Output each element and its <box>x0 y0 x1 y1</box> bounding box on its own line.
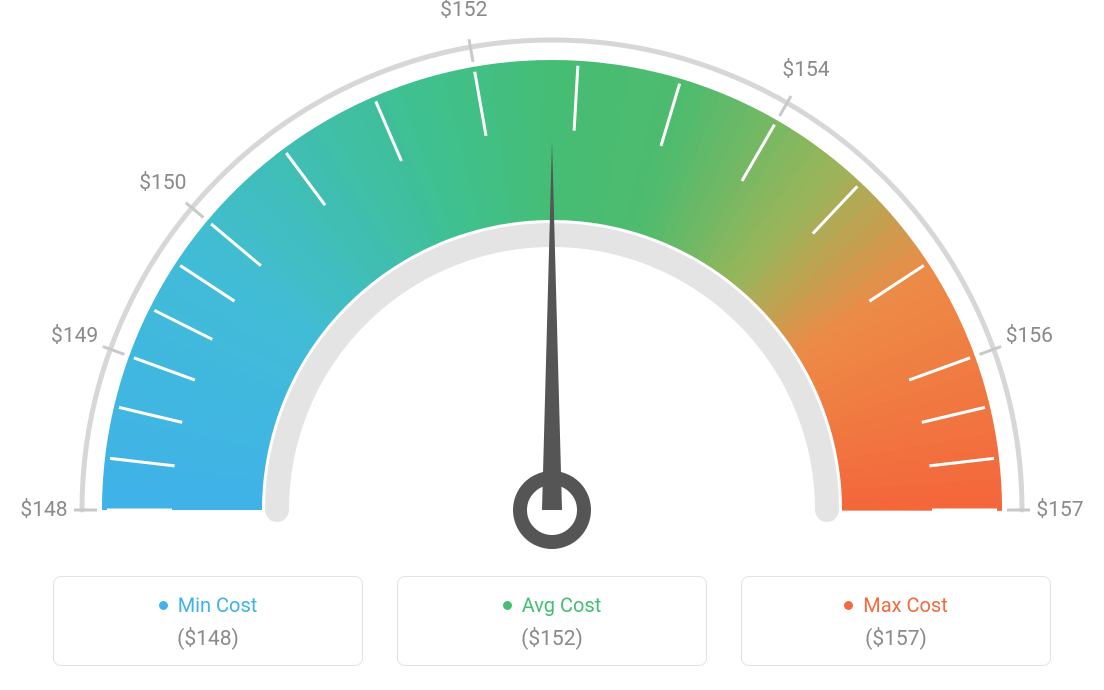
gauge-tick-label: $152 <box>440 0 487 22</box>
gauge-tick-label: $150 <box>139 171 186 195</box>
legend-card-min: Min Cost ($148) <box>53 576 363 666</box>
legend-title-min: Min Cost <box>159 593 258 617</box>
legend-card-max: Max Cost ($157) <box>741 576 1051 666</box>
gauge-tick-label: $156 <box>1006 324 1053 348</box>
gauge-tick-label: $148 <box>20 498 67 522</box>
legend-label: Min Cost <box>178 593 258 617</box>
dot-icon <box>844 601 853 610</box>
dot-icon <box>503 601 512 610</box>
gauge-svg <box>0 10 1104 570</box>
gauge-tick-label: $154 <box>782 58 829 82</box>
legend-value-max: ($157) <box>752 627 1040 651</box>
dot-icon <box>159 601 168 610</box>
legend-title-avg: Avg Cost <box>503 593 602 617</box>
legend-label: Avg Cost <box>522 593 602 617</box>
legend-label: Max Cost <box>863 593 948 617</box>
legend-value-min: ($148) <box>64 627 352 651</box>
legend-value-avg: ($152) <box>408 627 696 651</box>
legend-card-avg: Avg Cost ($152) <box>397 576 707 666</box>
gauge-chart: $148$149$150$152$154$156$157 <box>0 10 1104 570</box>
gauge-tick-label: $149 <box>51 324 98 348</box>
gauge-tick-label: $157 <box>1036 498 1083 522</box>
legend-row: Min Cost ($148) Avg Cost ($152) Max Cost… <box>0 576 1104 666</box>
legend-title-max: Max Cost <box>844 593 948 617</box>
